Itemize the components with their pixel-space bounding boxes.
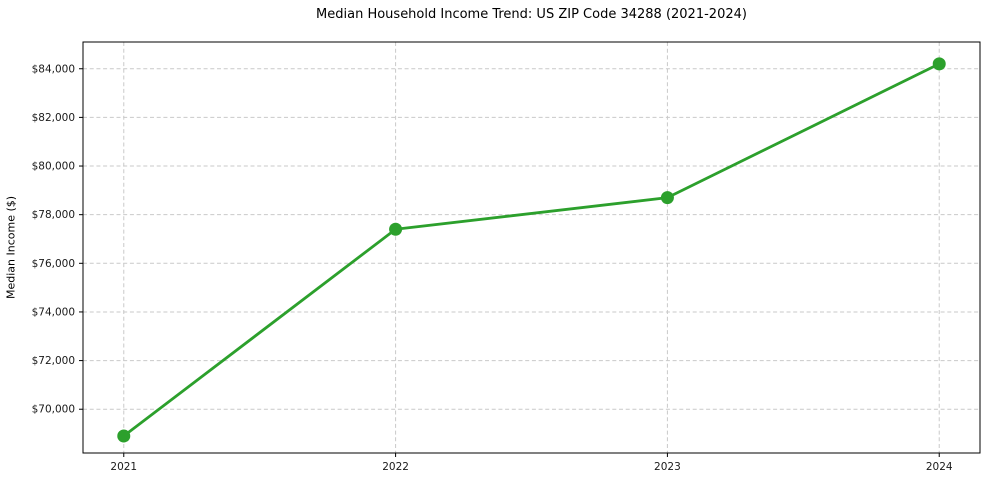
x-tick-label: 2021 (110, 461, 137, 473)
y-tick-label: $70,000 (32, 404, 75, 416)
y-tick-label: $84,000 (32, 63, 75, 75)
trend-line (122, 62, 941, 438)
data-point-marker (660, 191, 674, 205)
y-tick-label: $74,000 (32, 306, 75, 318)
x-tick-label: 2023 (654, 461, 681, 473)
data-point-marker (932, 57, 946, 71)
y-tick-label: $72,000 (32, 355, 75, 367)
y-tick-label: $82,000 (32, 112, 75, 124)
data-point-marker (389, 222, 403, 236)
x-tick-label: 2024 (926, 461, 953, 473)
chart-title: Median Household Income Trend: US ZIP Co… (316, 7, 747, 22)
y-tick-label: $78,000 (32, 209, 75, 221)
plot-border (82, 41, 981, 454)
x-tick-label: 2022 (382, 461, 409, 473)
data-point-marker (117, 429, 131, 443)
y-tick-label: $80,000 (32, 161, 75, 173)
y-tick-label: $76,000 (32, 258, 75, 270)
